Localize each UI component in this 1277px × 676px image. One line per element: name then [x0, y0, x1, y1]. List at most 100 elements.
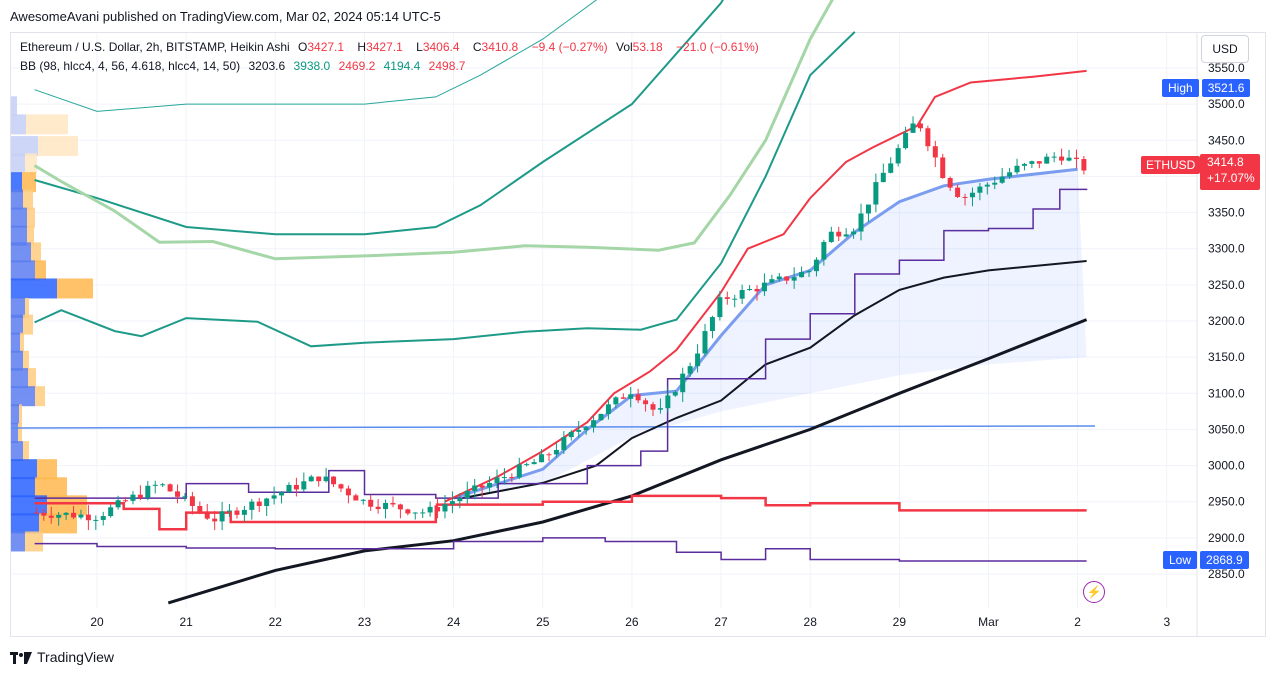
volume-profile-up — [11, 441, 23, 462]
candle-body — [189, 496, 195, 506]
candle-body — [197, 505, 203, 512]
volume-profile-up — [11, 350, 23, 371]
volume-profile-up — [11, 172, 22, 193]
candle-body — [145, 485, 151, 498]
candle-body — [895, 148, 901, 164]
candle-body — [546, 454, 552, 456]
y-tick-label: 3150.0 — [1208, 350, 1245, 364]
candle-body — [799, 272, 805, 278]
candle-body — [561, 437, 567, 450]
candle-body — [1014, 165, 1020, 173]
candle-body — [962, 196, 968, 198]
candle-body — [48, 515, 54, 518]
candle-body — [427, 506, 433, 513]
volume-profile-up — [11, 189, 23, 210]
volume-profile-down — [35, 260, 46, 281]
legend-bb-v4: 4194.4 — [383, 59, 421, 73]
candle-body — [791, 277, 797, 281]
volume-profile-down — [47, 495, 87, 516]
volume-profile-up — [11, 260, 35, 281]
candle-body — [234, 510, 240, 515]
candle-body — [56, 514, 62, 518]
y-tick-label: 3300.0 — [1208, 242, 1245, 256]
x-tick-label: 28 — [804, 615, 818, 629]
legend-close-label: C — [472, 40, 482, 54]
high-value: 3521.6 — [1201, 79, 1251, 97]
candle-body — [390, 502, 396, 505]
candle-body — [449, 501, 455, 505]
volume-profile-down — [25, 297, 29, 318]
legend-bb-v3: 2469.2 — [338, 59, 376, 73]
candle-body — [776, 276, 782, 280]
candle-body — [724, 297, 730, 299]
chart-frame — [10, 32, 1266, 637]
candle-body — [323, 476, 329, 482]
volume-profile-down — [23, 441, 29, 462]
legend-bb-v2: 3938.0 — [293, 59, 331, 73]
high-label: High — [1162, 79, 1199, 97]
candle-body — [457, 498, 463, 502]
volume-profile-down — [23, 350, 29, 371]
y-tick-label: 2900.0 — [1208, 531, 1245, 545]
currency-button[interactable]: USD — [1201, 35, 1249, 63]
volume-profile-up — [11, 386, 35, 407]
candle-body — [41, 512, 47, 516]
bb-light-green-line — [33, 0, 834, 261]
candle-body — [345, 488, 351, 496]
candle-body — [219, 511, 225, 522]
red-step-line-early — [34, 501, 438, 531]
candle-body — [397, 504, 403, 510]
lightning-icon[interactable]: ⚡ — [1083, 581, 1105, 603]
candle-body — [754, 288, 760, 292]
candle-body — [665, 395, 671, 409]
last-price: 3414.8 — [1207, 155, 1244, 169]
legend-symbol[interactable]: Ethereum / U.S. Dollar, 2h, BITSTAMP, He… — [20, 40, 290, 54]
volume-profile-up — [11, 297, 25, 318]
candle-body — [784, 276, 790, 281]
legend-open-label: O — [298, 40, 308, 54]
candle-body — [858, 213, 864, 232]
x-tick-label: 24 — [447, 615, 461, 629]
candle-body — [137, 494, 143, 498]
volume-profile-down — [35, 386, 45, 407]
footer-brand: TradingView — [10, 649, 114, 665]
candle-body — [910, 123, 916, 133]
x-tick-label: Mar — [978, 615, 999, 629]
symbol-tag: ETHUSD — [1141, 156, 1201, 174]
legend-vol-label: Vol — [615, 40, 633, 54]
bb-outer-line — [34, 0, 724, 236]
volume-profile — [11, 96, 93, 552]
candle-body — [628, 394, 634, 399]
volume-profile-up — [11, 404, 19, 425]
candle-body — [576, 430, 582, 432]
candle-body — [1066, 157, 1072, 161]
candle-body — [130, 494, 136, 501]
volume-profile-up — [11, 332, 20, 353]
candle-body — [1073, 157, 1079, 160]
candle-body — [828, 231, 834, 242]
purple-upper-line — [34, 188, 1088, 499]
y-tick-label: 3250.0 — [1208, 278, 1245, 292]
candle-body — [531, 462, 537, 465]
candle-body — [992, 182, 998, 185]
candle-body — [472, 485, 478, 491]
candle-body — [717, 297, 723, 318]
candle-body — [702, 331, 708, 354]
candle-body — [479, 485, 485, 488]
candle-body — [969, 192, 975, 198]
candle-body — [516, 464, 522, 478]
candle-body — [821, 241, 827, 260]
candle-body — [182, 496, 188, 498]
legend-low-label: L — [416, 40, 423, 54]
candle-body — [85, 514, 91, 521]
x-tick-label: 21 — [179, 615, 193, 629]
x-tick-label: 22 — [269, 615, 283, 629]
y-tick-label: 3100.0 — [1208, 386, 1245, 400]
volume-profile-up — [11, 96, 17, 117]
band-fills — [453, 169, 1087, 499]
candle-body — [1081, 159, 1087, 171]
legend-indicator[interactable]: BB (98, hlcc4, 4, 56, 4.618, hlcc4, 14, … — [20, 59, 241, 73]
volume-profile-down — [57, 278, 93, 299]
candle-body — [115, 500, 121, 508]
